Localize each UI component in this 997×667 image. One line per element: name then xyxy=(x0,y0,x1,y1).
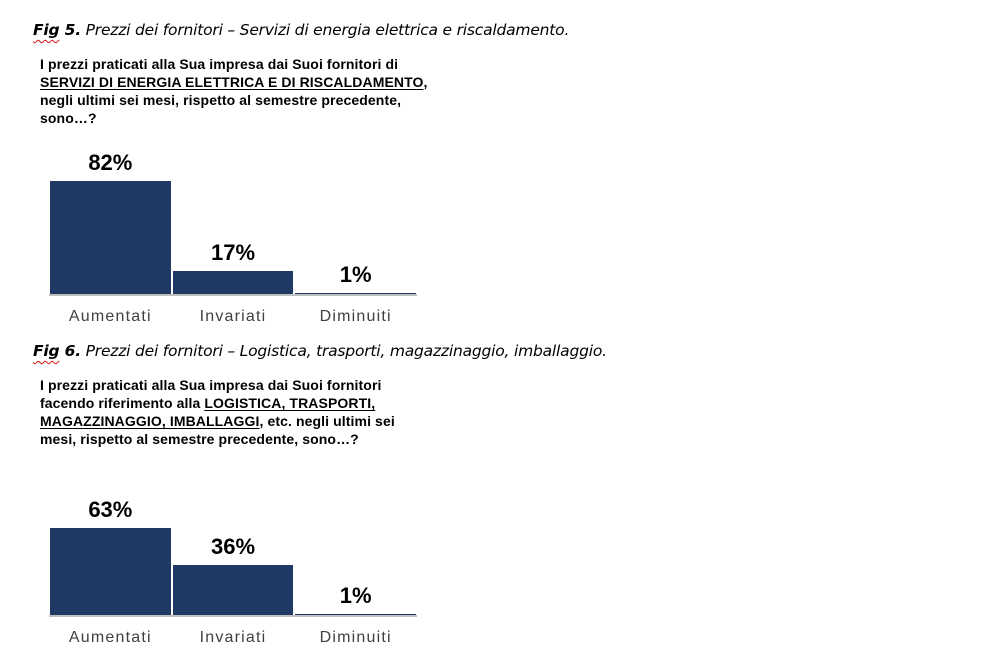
figure-label: Fig 5. xyxy=(33,21,81,39)
figure-caption: Prezzi dei fornitori – Logistica, traspo… xyxy=(85,342,607,360)
value-label: 82% xyxy=(88,149,133,175)
bar xyxy=(295,613,417,615)
bar xyxy=(172,565,294,615)
category-label: Invariati xyxy=(199,629,267,646)
bar xyxy=(172,270,294,294)
category-axis: Aumentati Invariati Diminuiti xyxy=(49,308,417,326)
figure-title: Fig 5. Prezzi dei fornitori – Servizi di… xyxy=(33,21,997,40)
category-label: Invariati xyxy=(199,308,267,325)
figure-caption: Prezzi dei fornitori – Servizi di energi… xyxy=(85,21,570,39)
category-label: Diminuiti xyxy=(319,629,392,646)
spellcheck-word: Fig xyxy=(33,342,60,360)
value-label: 1% xyxy=(339,582,372,608)
bar xyxy=(50,180,171,294)
question-underlined-phrase: SERVIZI DI ENERGIA ELETTRICA E DI RISCAL… xyxy=(40,74,424,90)
category-axis: Aumentati Invariati Diminuiti xyxy=(49,629,417,647)
chart-column-aumentati: 63% xyxy=(49,498,172,615)
value-label: 1% xyxy=(339,261,372,287)
category-label: Diminuiti xyxy=(319,308,392,325)
survey-question: I prezzi praticati alla Sua impresa dai … xyxy=(40,376,997,448)
baseline-axis xyxy=(49,615,417,617)
chart-column-aumentati: 82% xyxy=(49,149,172,294)
question-text-end: , negli ultimi sei mesi, rispetto al sem… xyxy=(40,74,428,126)
baseline-axis xyxy=(49,294,417,296)
chart-column-diminuiti: 1% xyxy=(294,261,417,294)
figure-number: 5. xyxy=(64,21,81,39)
chart-column-invariati: 17% xyxy=(172,239,295,294)
figure-6-section: Fig 6. Prezzi dei fornitori – Logistica,… xyxy=(0,342,997,647)
question-text-start: I prezzi praticati alla Sua impresa dai … xyxy=(40,377,382,411)
figure-title: Fig 6. Prezzi dei fornitori – Logistica,… xyxy=(33,342,997,361)
value-label: 17% xyxy=(210,239,256,265)
bar-chart: 82% 17% 1% Aumentati Invariati Diminuiti xyxy=(49,149,417,326)
question-text-start: I prezzi praticati alla Sua impresa dai … xyxy=(40,56,399,72)
question-underlined-phrase: LOGISTICA, TRASPORTI, MAGAZZINAGGIO, IMB… xyxy=(40,395,376,429)
survey-question: I prezzi praticati alla Sua impresa dai … xyxy=(40,55,997,127)
question-text-end: , etc. negli ultimi sei mesi, rispetto a… xyxy=(40,413,395,447)
bar xyxy=(50,528,171,615)
bar xyxy=(295,292,417,294)
chart-column-invariati: 36% xyxy=(172,535,295,615)
bar-chart: 63% 36% 1% Aumentati Invariati Diminuiti xyxy=(49,470,417,647)
spellcheck-word: Fig xyxy=(33,21,60,39)
figure-number: 6. xyxy=(64,342,81,360)
figure-label: Fig 6. xyxy=(33,342,81,360)
figure-5-section: Fig 5. Prezzi dei fornitori – Servizi di… xyxy=(0,21,997,326)
category-label: Aumentati xyxy=(68,308,152,325)
category-label: Aumentati xyxy=(68,629,152,646)
value-label: 36% xyxy=(210,534,256,560)
chart-column-diminuiti: 1% xyxy=(294,582,417,615)
value-label: 63% xyxy=(88,497,133,523)
plot-area: 63% 36% 1% xyxy=(49,470,417,615)
plot-area: 82% 17% 1% xyxy=(49,149,417,294)
